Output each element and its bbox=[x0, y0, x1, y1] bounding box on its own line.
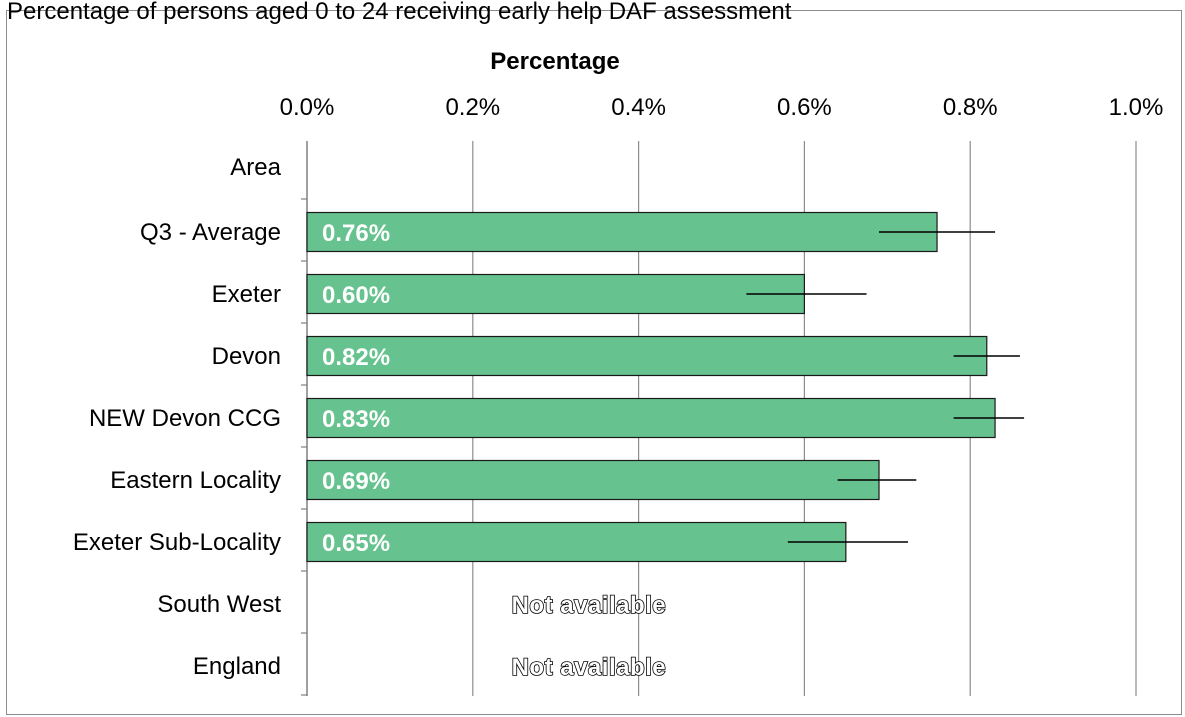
category-label: Exeter Sub-Locality bbox=[73, 529, 281, 556]
value-label: 0.76% bbox=[322, 220, 390, 247]
value-label: 0.69% bbox=[322, 468, 390, 495]
bar-chart: Percentage 0.0% 0.2% 0.4% 0.6% 0.8% 1.0% Area… bbox=[73, 48, 1164, 696]
category-label: Q3 - Average bbox=[140, 219, 281, 246]
x-tick-labels: 0.0% 0.2% 0.4% 0.6% 0.8% 1.0% bbox=[280, 94, 1164, 121]
value-label: 0.83% bbox=[322, 406, 390, 433]
bar bbox=[306, 521, 847, 563]
category-header-label: Area bbox=[230, 154, 281, 181]
bar bbox=[306, 335, 988, 377]
category-label: Eastern Locality bbox=[110, 467, 281, 494]
not-available-label: Not available bbox=[512, 592, 667, 619]
category-labels: Area Q3 - Average Exeter Devon NEW Devon CCG… bbox=[73, 154, 282, 680]
bar bbox=[306, 397, 996, 439]
chart-title: Percentage of persons aged 0 to 24 recei… bbox=[7, 0, 792, 25]
value-label: 0.60% bbox=[322, 282, 390, 309]
chart-frame: Percentage of persons aged 0 to 24 recei… bbox=[6, 0, 1182, 715]
bar bbox=[306, 273, 805, 315]
value-labels: 0.76% 0.60% 0.82% 0.83% 0.69% 0.65% Not availa… bbox=[322, 220, 667, 682]
not-available-label: Not available bbox=[512, 654, 667, 681]
error-bars bbox=[746, 231, 1025, 543]
bar bbox=[306, 211, 938, 253]
x-tick-label: 0.0% bbox=[280, 94, 335, 121]
value-label: 0.65% bbox=[322, 530, 390, 557]
category-label: Exeter bbox=[212, 281, 281, 308]
category-label: Devon bbox=[212, 343, 281, 370]
bar bbox=[306, 459, 880, 501]
x-tick-label: 0.8% bbox=[943, 94, 998, 121]
value-label: 0.82% bbox=[322, 344, 390, 371]
category-label: NEW Devon CCG bbox=[89, 405, 281, 432]
x-tick-label: 0.4% bbox=[611, 94, 666, 121]
x-axis-title: Percentage bbox=[490, 48, 619, 75]
x-tick-label: 0.2% bbox=[445, 94, 500, 121]
category-label: England bbox=[193, 653, 281, 680]
category-label: South West bbox=[157, 591, 281, 618]
bars bbox=[306, 211, 996, 563]
x-tick-label: 0.6% bbox=[777, 94, 832, 121]
x-tick-label: 1.0% bbox=[1109, 94, 1164, 121]
